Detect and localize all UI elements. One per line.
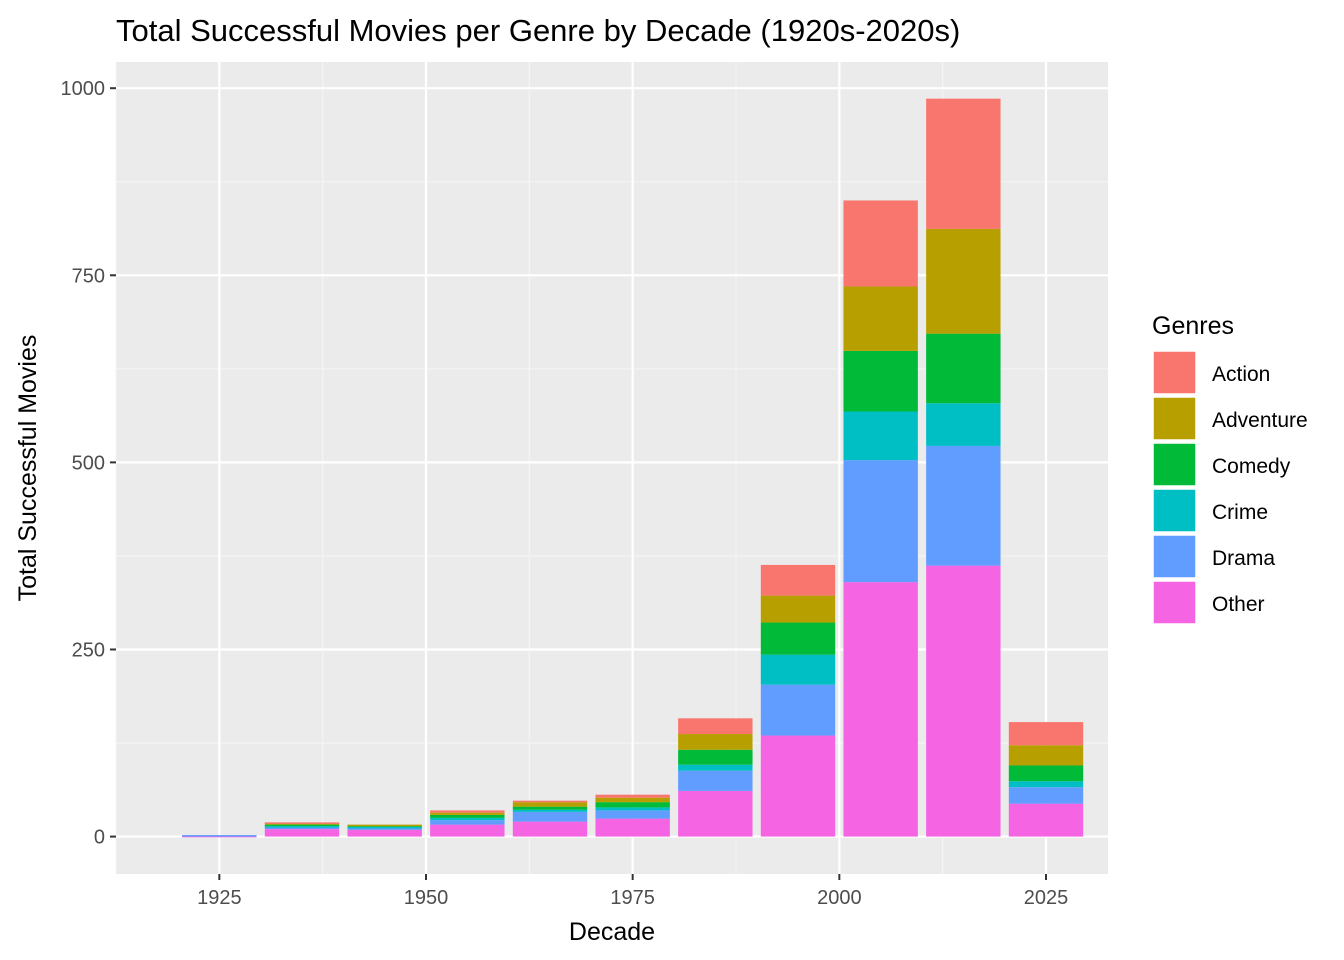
legend-title: Genres <box>1152 312 1234 340</box>
bar-segment-other-2020 <box>1008 803 1084 837</box>
bar-segment-drama-1930 <box>264 826 340 830</box>
bar-segment-crime-1970 <box>595 807 670 811</box>
legend-key-adventure <box>1152 396 1197 441</box>
legend-key-action <box>1152 350 1197 395</box>
bar-segment-other-1930 <box>264 829 340 837</box>
bar-segment-action-1960 <box>512 800 588 803</box>
bar-segment-adventure-1940 <box>347 824 422 827</box>
bar-segment-other-2010 <box>926 565 1001 837</box>
x-tick-label: 1950 <box>404 887 449 909</box>
bar-segment-crime-1990 <box>760 654 836 685</box>
bar-segment-comedy-1980 <box>678 749 753 765</box>
bar-segment-action-2000 <box>843 200 918 287</box>
bar-segment-drama-2020 <box>1008 787 1084 804</box>
x-axis-title: Decade <box>569 918 655 946</box>
legend-label-comedy: Comedy <box>1212 455 1291 478</box>
bar-segment-crime-2000 <box>843 411 918 461</box>
legend-key-other <box>1152 580 1197 625</box>
bar-segment-drama-1940 <box>347 827 422 830</box>
bar-segment-crime-2020 <box>1008 781 1084 788</box>
bar-segment-drama-2010 <box>926 445 1001 566</box>
bar-segment-adventure-2010 <box>926 228 1001 334</box>
y-axis-title: Total Successful Movies <box>14 335 42 602</box>
bar-segment-drama-1950 <box>430 820 505 825</box>
bar-segment-comedy-1960 <box>512 806 588 810</box>
bar-segment-adventure-2000 <box>843 286 918 351</box>
x-tick-label: 2000 <box>817 887 862 909</box>
bar-segment-other-1960 <box>512 821 588 837</box>
bar-segment-other-1990 <box>760 735 836 837</box>
bar-segment-drama-1960 <box>512 811 588 822</box>
bar-segment-action-2010 <box>926 98 1001 229</box>
legend-label-other: Other <box>1212 593 1265 616</box>
bar-segment-action-1970 <box>595 794 670 798</box>
bar-segment-comedy-1990 <box>760 622 836 655</box>
bar-segment-adventure-1980 <box>678 734 753 750</box>
bar-segment-drama-1920 <box>182 835 257 837</box>
bar-segment-crime-1930 <box>264 826 340 828</box>
legend: Genres Action Adventure Comedy Crime Drama Ot… <box>1152 312 1308 625</box>
bar-segment-adventure-1990 <box>760 595 836 623</box>
bar-segment-adventure-1970 <box>595 797 670 803</box>
bar-segment-adventure-1960 <box>512 802 588 807</box>
legend-label-crime: Crime <box>1212 501 1268 524</box>
y-tick-label: 1000 <box>61 78 106 100</box>
bar-segment-adventure-2020 <box>1008 745 1084 766</box>
x-tick-label: 1975 <box>610 887 655 909</box>
bar-segment-adventure-1950 <box>430 812 505 815</box>
bar-segment-action-2020 <box>1008 722 1084 746</box>
bar-segment-drama-1970 <box>595 810 670 819</box>
bar-segment-other-1970 <box>595 818 670 837</box>
bar-segment-comedy-2020 <box>1008 765 1084 782</box>
x-tick-label: 2025 <box>1024 887 1069 909</box>
legend-key-comedy <box>1152 442 1197 487</box>
y-axis: 0 250 500 750 1000 <box>61 78 116 849</box>
legend-label-drama: Drama <box>1212 547 1275 570</box>
y-tick-label: 0 <box>94 827 105 849</box>
bar-segment-other-1980 <box>678 790 753 837</box>
bar-segment-other-1950 <box>430 824 505 837</box>
legend-label-action: Action <box>1212 363 1270 386</box>
bar-segment-action-1980 <box>678 718 753 735</box>
bar-segment-action-1930 <box>264 822 340 824</box>
bar-segment-crime-1980 <box>678 764 753 771</box>
y-tick-label: 250 <box>72 639 105 661</box>
bar-segment-comedy-1950 <box>430 814 505 818</box>
bar-segment-comedy-2010 <box>926 333 1001 404</box>
legend-key-drama <box>1152 534 1197 579</box>
bar-segment-crime-2010 <box>926 403 1001 446</box>
x-tick-label: 1925 <box>197 887 242 909</box>
bar-segment-comedy-2000 <box>843 350 918 412</box>
legend-label-adventure: Adventure <box>1212 409 1308 432</box>
bar-segment-drama-2000 <box>843 460 918 583</box>
bar-segment-action-1990 <box>760 564 836 596</box>
x-axis: 1925 1950 1975 2000 2025 <box>197 874 1068 909</box>
bar-segment-other-2000 <box>843 582 918 837</box>
bar-segment-drama-1980 <box>678 770 753 791</box>
y-tick-label: 500 <box>72 452 105 474</box>
bar-segment-other-1940 <box>347 829 422 837</box>
bars-layer <box>182 98 1084 838</box>
chart-title: Total Successful Movies per Genre by Dec… <box>116 13 960 48</box>
legend-key-crime <box>1152 488 1197 533</box>
y-tick-label: 750 <box>72 265 105 287</box>
bar-segment-action-1950 <box>430 810 505 813</box>
bar-segment-crime-1950 <box>430 817 505 821</box>
bar-segment-comedy-1970 <box>595 802 670 808</box>
bar-segment-crime-1960 <box>512 809 588 812</box>
bar-segment-crime-1940 <box>347 826 422 829</box>
bar-segment-drama-1990 <box>760 684 836 736</box>
bar-segment-comedy-1930 <box>264 824 340 827</box>
